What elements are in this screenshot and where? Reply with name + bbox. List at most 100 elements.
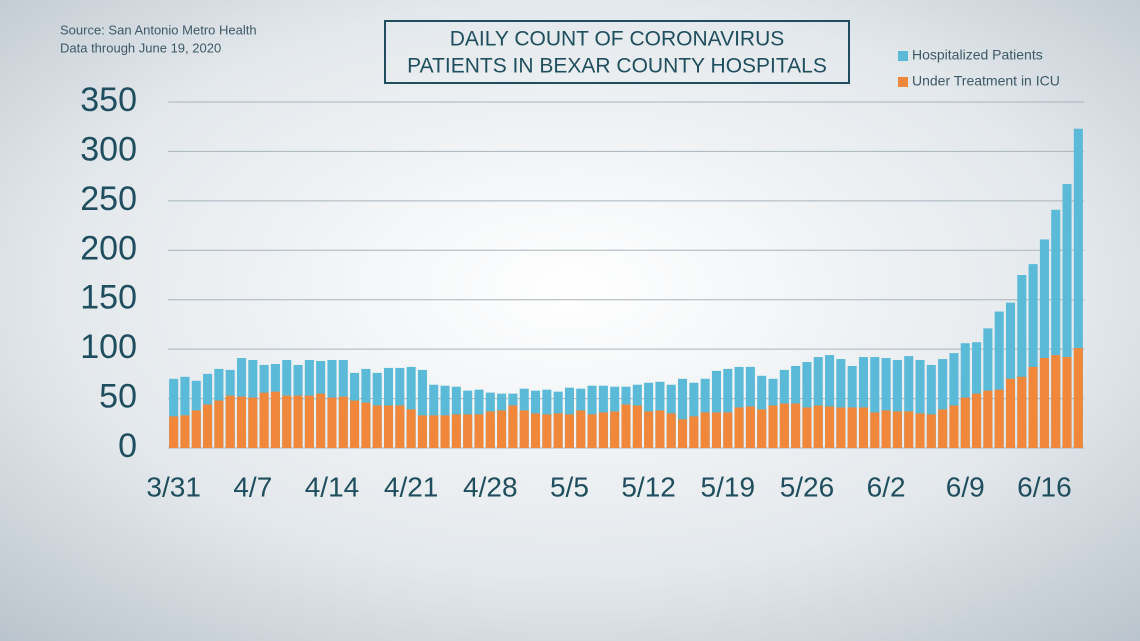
- title-box: [384, 20, 850, 84]
- bar: [847, 365, 857, 448]
- bar: [417, 415, 427, 448]
- bar: [169, 416, 179, 448]
- bar: [1062, 357, 1072, 448]
- bar: [259, 392, 269, 448]
- x-tick-label: 4/21: [384, 471, 439, 502]
- bar: [191, 410, 201, 448]
- bar: [904, 411, 914, 448]
- bar: [598, 412, 608, 448]
- bar: [406, 409, 416, 448]
- y-tick-label: 0: [118, 427, 137, 465]
- bar: [904, 356, 914, 448]
- bar: [960, 343, 970, 448]
- bar: [745, 406, 755, 448]
- bar: [587, 414, 597, 448]
- bar: [417, 369, 427, 448]
- bar: [304, 395, 314, 448]
- bar: [836, 407, 846, 448]
- bar: [383, 405, 394, 448]
- legend-label: Hospitalized Patients: [912, 47, 1043, 63]
- bar: [531, 413, 541, 448]
- bar: [248, 397, 258, 448]
- x-tick-label: 5/26: [780, 471, 835, 502]
- bar: [723, 368, 733, 448]
- bar: [1005, 302, 1016, 448]
- x-tick-label: 4/14: [305, 471, 360, 502]
- bar: [214, 400, 224, 448]
- bar: [983, 328, 993, 448]
- bar: [678, 378, 688, 448]
- bar: [881, 410, 891, 448]
- y-tick-label: 250: [80, 180, 137, 218]
- bar: [632, 405, 642, 448]
- y-tick-label: 150: [80, 279, 137, 317]
- bar: [949, 405, 959, 448]
- bar: [757, 409, 767, 448]
- bar: [791, 403, 801, 448]
- bar: [463, 414, 473, 448]
- bar: [451, 414, 461, 448]
- chart-title: PATIENTS IN BEXAR COUNTY HOSPITALS: [407, 55, 827, 78]
- bar: [666, 413, 676, 448]
- x-tick-label: 5/12: [621, 471, 676, 502]
- bar: [372, 405, 382, 448]
- bar: [180, 415, 190, 448]
- bar: [395, 405, 405, 448]
- x-tick-label: 6/9: [946, 471, 985, 502]
- bar: [825, 406, 835, 448]
- bar: [870, 412, 880, 448]
- bar: [1028, 366, 1038, 448]
- y-tick-label: 100: [80, 328, 137, 366]
- bar: [938, 409, 948, 448]
- bar: [406, 366, 416, 448]
- legend-swatch: [898, 51, 908, 61]
- bar: [1073, 128, 1083, 449]
- x-tick-label: 4/28: [463, 471, 518, 502]
- bar: [689, 416, 699, 448]
- bar: [802, 407, 812, 448]
- bar: [926, 414, 936, 448]
- x-tick-label: 4/7: [233, 471, 272, 502]
- bar: [1017, 275, 1027, 448]
- bar: [1039, 358, 1049, 448]
- bar: [542, 414, 552, 448]
- bar: [282, 395, 292, 448]
- bar: [508, 405, 518, 448]
- bar: [655, 410, 665, 448]
- bar: [338, 396, 348, 448]
- bar: [350, 400, 360, 448]
- note: Data through June 19, 2020: [60, 40, 221, 55]
- bar: [1028, 264, 1038, 448]
- bar: [1073, 348, 1083, 448]
- bar: [711, 370, 721, 448]
- bar: [564, 414, 574, 448]
- bar: [553, 413, 563, 448]
- legend-label: Under Treatment in ICU: [912, 73, 1060, 89]
- bar: [994, 311, 1004, 448]
- x-tick-label: 5/5: [550, 471, 589, 502]
- bar: [847, 407, 857, 448]
- bar: [1062, 184, 1072, 448]
- bar: [802, 361, 812, 448]
- bar: [519, 410, 529, 448]
- bar: [972, 393, 982, 448]
- bar: [858, 357, 869, 448]
- bar: [1051, 209, 1061, 448]
- bar: [858, 407, 869, 448]
- bar: [361, 402, 371, 448]
- bar: [610, 411, 620, 448]
- bar: [497, 410, 507, 448]
- bar: [836, 359, 846, 448]
- bar: [293, 395, 303, 448]
- bar: [225, 395, 235, 448]
- x-tick-label: 3/31: [146, 471, 201, 502]
- bar: [734, 407, 744, 448]
- bar: [1005, 378, 1016, 448]
- bar: [892, 360, 902, 448]
- bar: [270, 391, 280, 448]
- bar: [983, 390, 993, 448]
- y-tick-label: 300: [80, 130, 137, 168]
- bar: [825, 355, 835, 448]
- bar: [1051, 355, 1061, 448]
